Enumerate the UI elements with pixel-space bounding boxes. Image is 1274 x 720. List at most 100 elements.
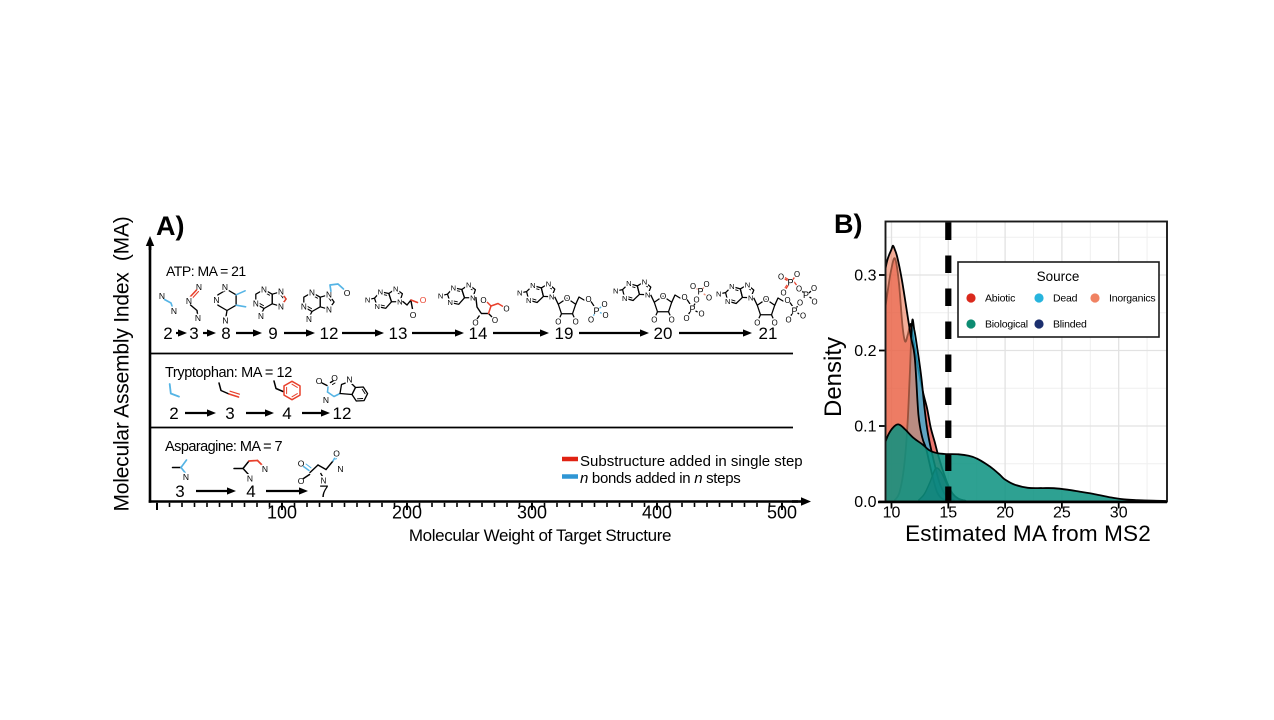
svg-text:O: O xyxy=(316,376,323,386)
svg-text:10: 10 xyxy=(883,505,901,522)
svg-text:12: 12 xyxy=(333,404,352,423)
svg-text:B): B) xyxy=(834,209,863,239)
svg-text:20: 20 xyxy=(996,505,1014,522)
svg-text:Estimated MA from MS2: Estimated MA from MS2 xyxy=(905,521,1151,546)
svg-text:n bonds added in n steps: n bonds added in n steps xyxy=(580,470,740,487)
svg-text:N: N xyxy=(258,312,264,321)
svg-text:Dead: Dead xyxy=(1053,293,1078,305)
svg-text:30: 30 xyxy=(1110,505,1128,522)
svg-text:P: P xyxy=(697,287,703,297)
svg-text:2: 2 xyxy=(163,324,172,343)
svg-text:O: O xyxy=(778,272,784,281)
svg-text:P: P xyxy=(593,306,599,316)
svg-text:200: 200 xyxy=(392,503,422,523)
svg-text:2: 2 xyxy=(169,404,178,423)
svg-text:O: O xyxy=(492,316,498,325)
svg-text:O: O xyxy=(660,292,666,301)
svg-text:O: O xyxy=(796,284,802,293)
svg-text:P: P xyxy=(791,306,797,316)
svg-text:O: O xyxy=(698,309,704,318)
svg-text:N: N xyxy=(378,287,383,296)
svg-text:N: N xyxy=(195,313,201,323)
svg-text:N: N xyxy=(326,305,332,314)
svg-text:N: N xyxy=(196,282,202,292)
svg-text:7: 7 xyxy=(319,482,328,501)
svg-text:19: 19 xyxy=(555,324,574,343)
svg-text:N: N xyxy=(613,287,618,296)
svg-text:Abiotic: Abiotic xyxy=(985,293,1015,305)
svg-text:O: O xyxy=(344,288,351,298)
svg-text:N: N xyxy=(222,282,228,292)
svg-text:P: P xyxy=(689,304,695,314)
svg-text:O: O xyxy=(410,310,417,320)
svg-text:O: O xyxy=(797,298,803,307)
svg-text:N: N xyxy=(374,302,379,311)
svg-text:Inorganics: Inorganics xyxy=(1109,293,1155,305)
svg-text:O: O xyxy=(703,280,709,289)
svg-text:N: N xyxy=(393,285,398,294)
svg-text:500: 500 xyxy=(767,503,797,523)
svg-text:O: O xyxy=(601,300,607,309)
svg-text:O: O xyxy=(573,317,579,326)
svg-text:12: 12 xyxy=(320,324,339,343)
svg-text:P: P xyxy=(803,290,809,300)
svg-text:Density: Density xyxy=(820,337,847,417)
svg-text:O: O xyxy=(800,311,806,320)
svg-text:O: O xyxy=(681,293,687,302)
svg-text:25: 25 xyxy=(1053,505,1071,522)
svg-text:O: O xyxy=(588,315,594,324)
svg-text:0.3: 0.3 xyxy=(854,268,876,285)
svg-text:O: O xyxy=(794,270,800,279)
svg-text:N: N xyxy=(262,464,268,474)
svg-text:O: O xyxy=(754,318,760,327)
svg-text:0.1: 0.1 xyxy=(854,419,876,436)
svg-text:N: N xyxy=(438,291,443,300)
svg-text:9: 9 xyxy=(268,324,277,343)
svg-text:3: 3 xyxy=(175,482,184,501)
svg-text:N: N xyxy=(323,395,329,405)
svg-text:O: O xyxy=(585,295,591,304)
svg-text:O: O xyxy=(420,295,427,305)
svg-text:O: O xyxy=(811,297,817,306)
svg-text:Biological: Biological xyxy=(985,319,1028,331)
svg-text:N: N xyxy=(549,293,554,302)
svg-text:O: O xyxy=(690,282,696,291)
svg-text:Substructure added in single s: Substructure added in single step xyxy=(580,453,803,470)
svg-text:N: N xyxy=(626,279,631,288)
svg-text:N: N xyxy=(253,300,259,309)
svg-text:O: O xyxy=(298,459,305,469)
svg-text:N: N xyxy=(451,283,456,292)
svg-text:N: N xyxy=(729,282,734,291)
svg-text:O: O xyxy=(564,294,570,303)
svg-text:N: N xyxy=(247,474,253,484)
svg-text:O: O xyxy=(772,318,778,327)
svg-text:N: N xyxy=(346,375,352,385)
svg-text:O: O xyxy=(331,373,338,383)
svg-text:0.2: 0.2 xyxy=(854,343,876,360)
svg-text:N: N xyxy=(321,476,327,485)
svg-text:O: O xyxy=(780,288,786,297)
svg-text:13: 13 xyxy=(389,324,408,343)
svg-text:O: O xyxy=(602,311,608,320)
svg-text:N: N xyxy=(186,296,192,306)
svg-text:20: 20 xyxy=(654,324,673,343)
svg-text:N: N xyxy=(261,286,267,295)
svg-text:P: P xyxy=(787,278,793,288)
svg-text:300: 300 xyxy=(517,503,547,523)
svg-text:O: O xyxy=(811,284,817,293)
svg-text:Asparagine: MA = 7: Asparagine: MA = 7 xyxy=(165,439,283,455)
svg-text:A): A) xyxy=(156,211,185,241)
svg-text:O: O xyxy=(669,315,675,324)
svg-text:N: N xyxy=(725,297,730,306)
svg-text:N: N xyxy=(213,295,219,305)
svg-text:N: N xyxy=(748,294,753,303)
svg-text:O: O xyxy=(472,318,478,327)
svg-text:100: 100 xyxy=(267,503,297,523)
svg-text:3: 3 xyxy=(225,404,234,423)
svg-text:O: O xyxy=(693,295,699,304)
svg-text:4: 4 xyxy=(282,404,291,423)
svg-text:O: O xyxy=(784,296,790,305)
svg-text:N: N xyxy=(745,280,750,289)
svg-text:21: 21 xyxy=(759,324,778,343)
svg-text:O: O xyxy=(333,449,340,459)
